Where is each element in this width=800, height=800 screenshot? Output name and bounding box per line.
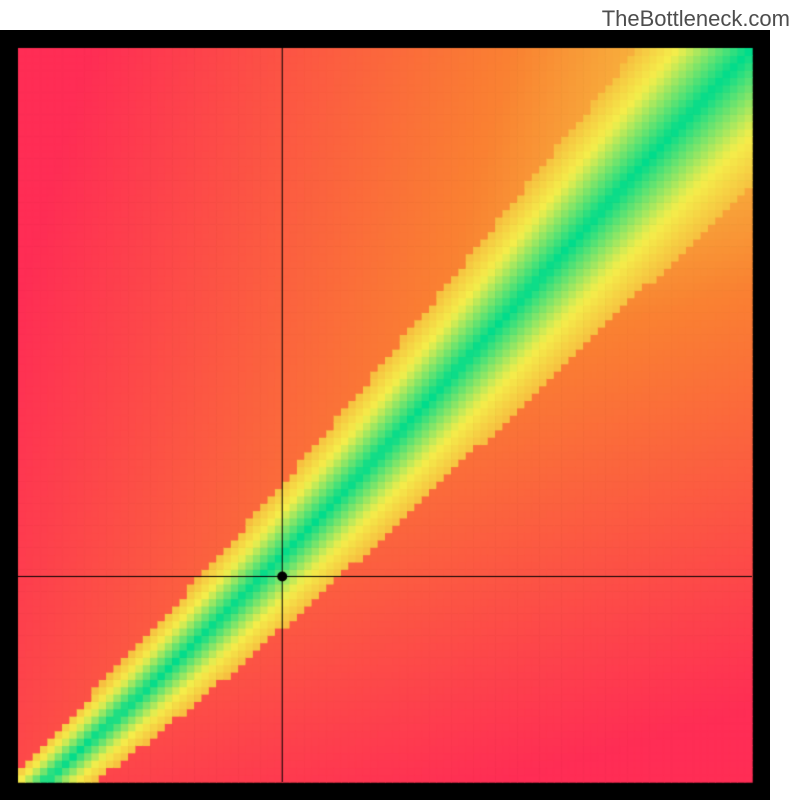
bottleneck-heatmap [0, 30, 770, 800]
watermark-label: TheBottleneck.com [602, 6, 790, 32]
chart-container: TheBottleneck.com [0, 0, 800, 800]
